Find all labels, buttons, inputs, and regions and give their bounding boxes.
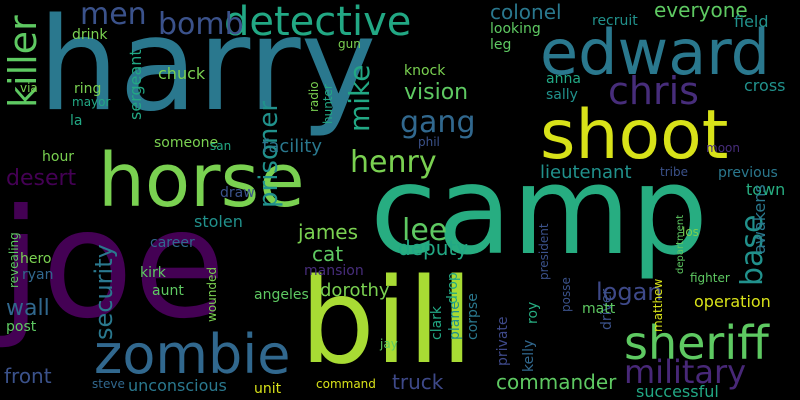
word-hero: hero: [20, 251, 52, 267]
word-steve: steve: [92, 377, 125, 391]
word-post: post: [6, 319, 37, 335]
word-department: department: [675, 214, 686, 274]
word-successful: successful: [636, 382, 719, 400]
word-camp: camp: [370, 140, 709, 282]
word-wall: wall: [6, 296, 50, 321]
word-dorothy: dorothy: [320, 280, 390, 301]
word-clark: clark: [429, 305, 445, 340]
word-ryan: ryan: [22, 267, 54, 283]
word-james: james: [298, 220, 359, 244]
word-cross: cross: [744, 76, 786, 95]
word-field: field: [734, 12, 769, 31]
word-town: town: [746, 180, 786, 199]
word-unconscious: unconscious: [128, 376, 227, 395]
word-facility: facility: [262, 136, 322, 157]
word-harry: harry: [38, 0, 377, 140]
word-private: private: [495, 316, 511, 367]
word-detective: detective: [224, 0, 412, 45]
word-kelly: kelly: [521, 339, 537, 372]
word-wounded: wounded: [205, 267, 219, 322]
word-roy: roy: [525, 301, 541, 324]
word-someone: someone: [154, 135, 219, 151]
word-operation: operation: [694, 292, 771, 311]
word-sally: sally: [546, 87, 578, 103]
word-jay: jay: [380, 337, 398, 351]
word-bomb: bomb: [158, 7, 244, 42]
word-lee: lee: [402, 213, 448, 248]
word-fighter: fighter: [690, 271, 730, 285]
word-henry: henry: [350, 145, 437, 180]
word-horse: horse: [98, 138, 305, 224]
word-truck: truck: [392, 370, 444, 394]
word-awakens: awakens: [750, 184, 769, 254]
word-shoot: shoot: [540, 96, 729, 175]
word-aunt: aunt: [152, 283, 184, 299]
word-mike: mike: [343, 64, 376, 133]
word-commander: commander: [496, 370, 617, 394]
word-gang: gang: [400, 105, 476, 140]
word-front: front: [4, 364, 52, 388]
word-men: men: [80, 0, 147, 32]
word-draw: draw: [220, 185, 255, 201]
word-anna: anna: [546, 71, 581, 87]
word-mansion: mansion: [304, 263, 364, 279]
word-moon: moon: [706, 141, 740, 155]
word-san: san: [210, 139, 232, 153]
word-via: via: [20, 81, 38, 95]
word-deputy: deputy: [398, 236, 469, 260]
word-cat: cat: [312, 242, 344, 266]
word-knock: knock: [404, 63, 446, 79]
word-drink: drink: [72, 27, 108, 43]
word-logan: logan: [596, 278, 663, 306]
word-desert: desert: [6, 166, 77, 191]
word-president: president: [537, 223, 551, 280]
word-matt: matt: [582, 301, 616, 317]
word-kirk: kirk: [140, 265, 166, 281]
word-everyone: everyone: [654, 0, 748, 22]
word-mayor: mayor: [72, 95, 111, 109]
word-career: career: [150, 235, 195, 251]
word-gun: gun: [338, 37, 361, 51]
word-recruit: recruit: [592, 13, 638, 29]
word-leg: leg: [490, 37, 512, 53]
word-unit: unit: [254, 381, 282, 397]
word-edward: edward: [540, 16, 770, 89]
word-sheriff: sheriff: [624, 316, 769, 370]
word-matthew: matthew: [651, 278, 665, 332]
word-chris: chris: [608, 69, 699, 113]
word-radio: radio: [307, 81, 321, 112]
word-hour: hour: [42, 149, 75, 165]
word-bill: bill: [300, 252, 474, 390]
word-tribe: tribe: [660, 165, 688, 179]
word-colonel: colonel: [490, 0, 562, 24]
word-military: military: [624, 353, 747, 391]
word-sergeant: sergeant: [126, 49, 145, 120]
word-los: los: [682, 225, 699, 239]
word-revealing: revealing: [7, 232, 21, 288]
word-chuck: chuck: [158, 64, 206, 83]
word-previous: previous: [718, 165, 778, 181]
word-zombie: zombie: [94, 323, 291, 386]
word-security: security: [90, 244, 118, 340]
word-la: la: [70, 113, 83, 129]
word-ring: ring: [74, 81, 102, 97]
word-stolen: stolen: [194, 212, 243, 231]
word-corpse: corpse: [465, 293, 481, 340]
word-drop: drop: [445, 272, 461, 304]
word-plane: plane: [447, 301, 463, 340]
word-posse: posse: [559, 277, 573, 312]
word-command: command: [316, 377, 376, 391]
word-lieutenant: lieutenant: [540, 162, 632, 183]
word-vision: vision: [404, 80, 469, 105]
word-joe: joe: [0, 178, 226, 352]
word-phil: phil: [418, 135, 440, 149]
word-looking: looking: [490, 21, 541, 37]
word-hunter: hunter: [321, 84, 335, 124]
word-angeles: angeles: [254, 287, 309, 303]
